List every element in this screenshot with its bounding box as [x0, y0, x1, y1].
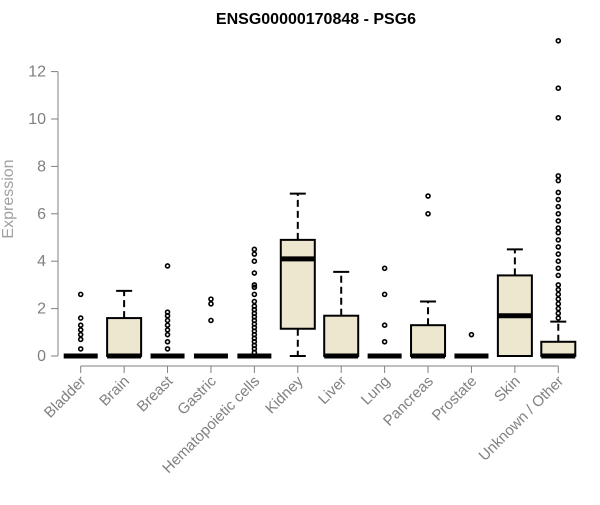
- outlier-point: [555, 115, 562, 121]
- outlier-point: [555, 258, 562, 265]
- x-tick-label: Breast: [134, 372, 177, 415]
- outlier-point: [555, 211, 562, 217]
- outlier-point: [164, 331, 171, 338]
- box-body: [279, 238, 316, 330]
- outlier-point: [251, 282, 258, 288]
- y-tick-label: 0: [37, 348, 46, 365]
- outlier-point: [555, 296, 562, 302]
- x-tick-label: Prostate: [429, 373, 481, 425]
- outlier-point: [164, 327, 171, 333]
- outlier-point: [77, 336, 84, 343]
- outlier-point: [555, 305, 562, 312]
- outlier-point: [555, 315, 562, 321]
- box-2: [150, 263, 185, 359]
- outlier-point: [77, 331, 84, 338]
- outlier-point: [468, 331, 475, 338]
- chart-title: ENSG00000170848 - PSG6: [216, 11, 416, 28]
- outlier-point: [251, 298, 258, 305]
- x-tick-label: Kidney: [262, 372, 307, 417]
- y-tick-label: 8: [37, 158, 46, 175]
- outlier-point: [164, 338, 171, 345]
- outlier-point: [555, 244, 562, 250]
- outlier-point: [555, 173, 562, 179]
- outlier-point: [77, 346, 84, 352]
- box-1: [106, 289, 143, 359]
- y-tick-label: 10: [28, 111, 46, 128]
- outlier-point: [251, 284, 258, 291]
- box-11: [540, 37, 577, 359]
- y-axis: 0 2 4 6 8 10 12: [28, 64, 59, 365]
- outlier-point: [381, 322, 388, 328]
- outlier-point: [251, 251, 258, 257]
- outlier-point: [251, 291, 258, 298]
- outlier-point: [251, 258, 258, 265]
- outlier-point: [555, 301, 562, 307]
- outlier-point: [425, 193, 431, 199]
- x-tick-label: Bladder: [41, 373, 90, 422]
- outlier-point: [555, 177, 562, 184]
- outlier-point: [555, 310, 562, 317]
- box-0: [63, 291, 98, 359]
- outlier-point: [555, 272, 562, 279]
- outlier-point: [77, 322, 84, 328]
- x-tick-label: Liver: [315, 373, 350, 408]
- outlier-point: [555, 229, 562, 236]
- box-body: [106, 317, 143, 357]
- y-tick-label: 12: [28, 64, 46, 81]
- outlier-point: [251, 303, 258, 310]
- x-tick-label: Skin: [491, 373, 524, 406]
- outlier-point: [555, 251, 562, 257]
- outlier-point: [77, 291, 84, 298]
- outlier-point: [555, 237, 562, 243]
- box-10: [496, 248, 533, 358]
- box-body: [323, 314, 360, 357]
- box-8: [410, 193, 447, 359]
- outlier-point: [381, 265, 388, 272]
- box-7: [367, 265, 402, 359]
- boxes-group: [63, 37, 577, 359]
- box-3: [193, 296, 228, 359]
- outlier-point: [555, 37, 562, 44]
- outlier-point: [555, 196, 562, 203]
- outlier-point: [164, 317, 171, 324]
- outlier-point: [164, 346, 171, 352]
- box-5: [279, 192, 316, 357]
- outlier-point: [555, 203, 562, 210]
- outlier-point: [164, 322, 171, 328]
- x-tick-label: Brain: [96, 373, 133, 410]
- outlier-point: [251, 246, 258, 253]
- y-tick-label: 4: [37, 253, 46, 270]
- outlier-point: [208, 296, 214, 302]
- outlier-point: [208, 317, 214, 324]
- outlier-point: [77, 327, 84, 333]
- outlier-point: [555, 85, 562, 91]
- outlier-point: [164, 309, 171, 315]
- outlier-point: [555, 265, 562, 272]
- outlier-point: [77, 315, 84, 321]
- box-9: [454, 331, 489, 359]
- outlier-point: [555, 282, 562, 288]
- y-tick-label: 6: [37, 206, 46, 223]
- y-tick-label: 2: [37, 301, 46, 318]
- x-tick-label: Lung: [358, 373, 394, 409]
- outlier-point: [555, 189, 562, 196]
- outlier-point: [555, 218, 562, 224]
- outlier-point: [208, 301, 214, 307]
- box-6: [323, 270, 360, 359]
- box-4: [237, 246, 272, 359]
- outlier-point: [555, 286, 562, 293]
- y-axis-label: Expression: [0, 159, 17, 238]
- outlier-point: [555, 291, 562, 298]
- outlier-point: [381, 291, 388, 298]
- outlier-point: [164, 263, 171, 269]
- box-body: [410, 324, 447, 358]
- outlier-point: [425, 211, 431, 217]
- outlier-point: [381, 338, 388, 345]
- outlier-point: [555, 225, 562, 231]
- outlier-point: [251, 270, 258, 276]
